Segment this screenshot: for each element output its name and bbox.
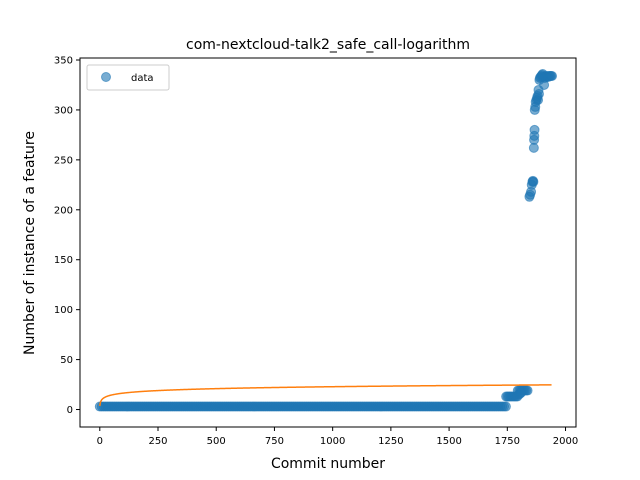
x-tick-label: 1250 xyxy=(378,436,403,447)
x-tick-label: 750 xyxy=(265,436,284,447)
x-tick-label: 250 xyxy=(148,436,167,447)
y-tick-label: 150 xyxy=(54,255,73,266)
data-point xyxy=(501,402,510,411)
y-tick-label: 200 xyxy=(54,205,73,216)
y-tick-label: 250 xyxy=(54,155,73,166)
data-point xyxy=(529,177,538,186)
legend-marker xyxy=(102,73,111,82)
y-axis-label: Number of instance of a feature xyxy=(22,131,38,355)
y-tick-label: 0 xyxy=(67,405,73,416)
data-point xyxy=(534,89,543,98)
x-tick-label: 0 xyxy=(97,436,103,447)
x-tick-label: 1000 xyxy=(320,436,345,447)
legend-label: data xyxy=(131,73,154,84)
data-point xyxy=(530,125,539,134)
chart-title: com-nextcloud-talk2_safe_call-logarithm xyxy=(186,37,470,53)
y-tick-label: 100 xyxy=(54,305,73,316)
y-tick-label: 350 xyxy=(54,55,73,66)
x-tick-label: 1750 xyxy=(495,436,520,447)
data-point xyxy=(548,71,557,80)
x-axis-label: Commit number xyxy=(271,456,385,472)
y-tick-label: 300 xyxy=(54,105,73,116)
x-tick-label: 500 xyxy=(207,436,226,447)
x-tick-label: 1500 xyxy=(436,436,461,447)
legend-box xyxy=(87,65,169,90)
x-tick-label: 2000 xyxy=(553,436,578,447)
y-tick-label: 50 xyxy=(60,355,73,366)
legend: data xyxy=(87,65,169,90)
data-point xyxy=(517,388,526,397)
